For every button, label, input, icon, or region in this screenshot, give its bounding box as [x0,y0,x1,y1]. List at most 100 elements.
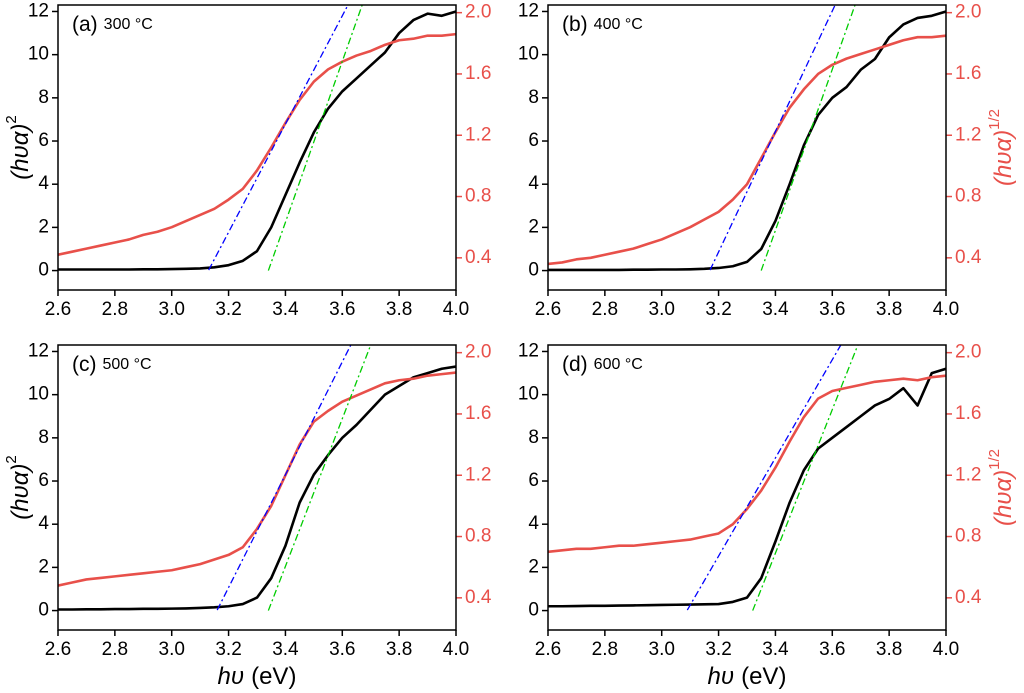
data-line [58,371,456,587]
y2-tick-label: 0.8 [955,526,981,547]
x-axis-label: hυ (eV) [708,663,787,690]
x-tick-label: 3.6 [329,639,355,660]
panel-label: (a) 300 °C [72,13,153,36]
panel-annotation: 600 °C [594,356,643,373]
fit-line [267,345,372,611]
y2-tick-label: 0.4 [955,247,982,268]
fit-line [686,345,842,611]
plot-frame [57,344,457,631]
x-tick-label: 4.0 [933,639,959,660]
y2-tick-label: 1.2 [465,464,491,485]
data-line [58,10,456,271]
x-tick-label: 3.6 [819,639,845,660]
x-tick-label: 3.0 [649,299,675,320]
y-tick-label: 12 [28,340,49,361]
fit-line [709,5,836,271]
y-tick-label: 6 [38,130,49,151]
y-tick-label: 8 [528,427,539,448]
x-label-unit: (eV) [251,663,296,690]
y2-tick-label: 0.8 [465,186,491,207]
y-tick-label: 2 [528,216,539,237]
y-tick-label: 6 [38,470,49,491]
x-tick-label: 3.0 [159,299,185,320]
panel-annotation: 500 °C [103,356,152,373]
plot-frame [547,4,947,291]
y-tick-label: 6 [528,470,539,491]
x-tick-label: 2.8 [102,299,128,320]
panel-annotation: 300 °C [104,16,153,33]
y2-label-sup: 1/2 [986,449,1003,470]
x-tick-label: 3.2 [215,299,241,320]
panel-label: (b) 400 °C [562,13,643,36]
y-tick-label: 4 [38,513,49,534]
panel-letter: (a) [72,13,98,36]
y-tick-label: 2 [38,216,49,237]
y2-label-text: (hυα) [990,130,1017,186]
data-line [58,365,456,611]
x-tick-label: 3.2 [705,299,731,320]
fit-line [267,5,363,271]
y2-tick-label: 0.4 [465,247,492,268]
y2-tick-label: 0.4 [955,587,982,608]
plot-area [548,5,946,272]
fit-line [760,5,856,271]
x-tick-label: 2.6 [535,639,561,660]
y2-tick-label: 1.6 [955,63,981,84]
fit-line [208,5,349,271]
x-tick-label: 3.2 [705,639,731,660]
y-label-sup: 2 [3,455,20,463]
y2-tick-label: 1.2 [465,124,491,145]
x-tick-label: 3.4 [272,299,299,320]
y2-label-text: (hυα) [990,470,1017,526]
y2-tick-label: 0.4 [465,587,492,608]
y-tick-label: 12 [518,0,539,21]
y-tick-label: 0 [38,600,49,621]
panel-annotation: 400 °C [594,16,643,33]
y2-tick-label: 1.2 [955,464,981,485]
x-tick-label: 4.0 [443,639,469,660]
y2-tick-label: 0.8 [955,186,981,207]
y-label-text: (hυα) [7,464,34,520]
y2-tick-label: 2.0 [465,2,491,23]
y2-tick-label: 1.6 [465,63,491,84]
data-line [548,10,946,272]
y-tick-label: 12 [518,340,539,361]
plot-frame [57,4,457,291]
y2-tick-label: 1.6 [955,403,981,424]
y2-tick-label: 1.2 [955,124,981,145]
x-tick-label: 3.6 [819,299,845,320]
y-tick-label: 10 [28,44,49,65]
data-line [548,34,946,266]
fit-line [752,345,859,611]
y-tick-label: 2 [528,556,539,577]
y-tick-label: 2 [38,556,49,577]
y-tick-label: 0 [38,260,49,281]
y-tick-label: 10 [518,384,539,405]
x-tick-label: 3.4 [272,639,299,660]
plot-area [58,5,456,271]
y-tick-label: 8 [38,427,49,448]
panel-letter: (b) [562,13,588,36]
x-tick-label: 3.6 [329,299,355,320]
y2-tick-label: 2.0 [465,342,491,363]
data-line [548,367,946,608]
y-label-text: (hυα) [7,124,34,180]
x-tick-label: 3.2 [215,639,241,660]
panel-letter: (c) [72,353,97,376]
data-line [548,374,946,554]
x-tick-label: 3.8 [386,639,412,660]
x-tick-label: 2.8 [592,299,618,320]
x-axis-label: hυ (eV) [218,663,297,690]
x-label-unit: (eV) [741,663,786,690]
data-line [58,32,456,257]
x-tick-label: 3.8 [876,299,902,320]
plot-area [58,345,456,611]
x-tick-label: 4.0 [443,299,469,320]
x-tick-label: 4.0 [933,299,959,320]
y2-label-sup: 1/2 [986,109,1003,130]
x-tick-label: 3.0 [649,639,675,660]
panel-letter: (d) [562,353,588,376]
y-tick-label: 0 [528,600,539,621]
x-tick-label: 3.4 [762,639,789,660]
x-tick-label: 2.8 [592,639,618,660]
